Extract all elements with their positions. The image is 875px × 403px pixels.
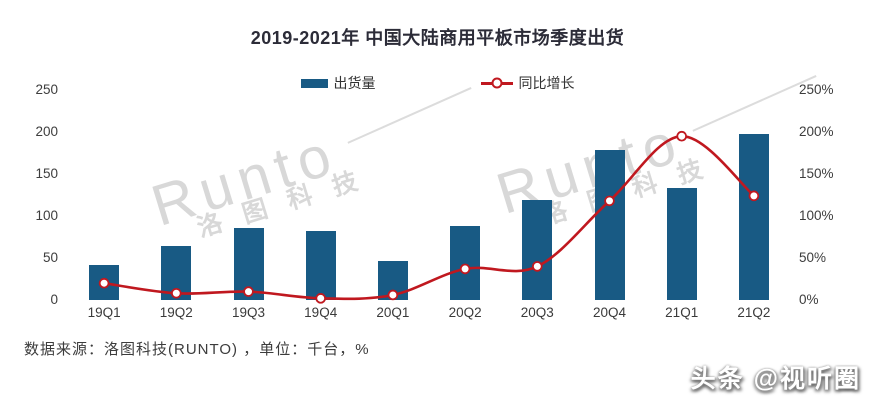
legend-item-shipments: 出货量 [300, 73, 376, 93]
bar-swatch-icon [300, 78, 328, 88]
bar-21Q2 [738, 133, 769, 300]
growth-marker-20Q3 [531, 261, 543, 272]
x-label-20Q2: 20Q2 [448, 305, 482, 320]
right-axis: 250% 200% 150% 100% 50% 0% [799, 82, 851, 307]
right-axis-tick-0%: 0% [799, 292, 819, 307]
line-marker-icon [491, 77, 502, 89]
right-axis-tick-100%: 100% [799, 208, 834, 223]
left-axis-tick-200: 200 [35, 124, 58, 139]
x-label-19Q2: 19Q2 [159, 305, 193, 320]
data-source-note: 数据来源：洛图科技(RUNTO) ，单位：千台，% [24, 341, 370, 358]
growth-line-chart [98, 130, 760, 304]
plot-area [68, 90, 790, 304]
growth-marker-19Q4 [315, 293, 327, 304]
growth-marker-19Q2 [171, 287, 182, 299]
left-axis-tick-0: 0 [50, 292, 58, 307]
toutiao-watermark: 头条 @视听圈 [690, 365, 861, 393]
line-swatch-icon [480, 77, 513, 89]
left-axis: 250 200 150 100 50 0 [14, 82, 58, 307]
growth-marker-20Q1 [387, 289, 399, 301]
x-label-19Q3: 19Q3 [231, 305, 265, 320]
legend-shipments-label: 出货量 [333, 75, 376, 91]
x-label-20Q1: 20Q1 [376, 305, 410, 320]
legend-growth-label: 同比增长 [518, 75, 575, 91]
chart-title: 2019-2021年 中国大陆商用平板市场季度出货 [250, 28, 625, 48]
x-label-20Q4: 20Q4 [592, 305, 626, 320]
x-label-21Q2: 21Q2 [737, 305, 771, 320]
bar-21Q1 [666, 188, 697, 300]
x-label-21Q1: 21Q1 [665, 305, 699, 320]
bar-20Q3 [522, 200, 553, 300]
legend-item-growth: 同比增长 [480, 73, 575, 93]
growth-marker-21Q1 [676, 130, 687, 142]
x-label-19Q1: 19Q1 [87, 305, 121, 320]
left-axis-tick-50: 50 [42, 250, 58, 265]
growth-marker-20Q2 [459, 263, 471, 275]
right-axis-tick-250%: 250% [799, 82, 834, 97]
x-axis-labels: 19Q1 19Q2 19Q3 19Q4 20Q1 20Q2 20Q3 20Q4 21Q1 21Q2 [68, 305, 790, 323]
growth-line-path [103, 134, 755, 301]
right-axis-tick-50%: 50% [799, 250, 827, 265]
growth-marker-21Q2 [748, 190, 760, 202]
left-axis-tick-150: 150 [35, 166, 58, 181]
right-axis-tick-200%: 200% [799, 124, 834, 139]
x-label-20Q3: 20Q3 [520, 305, 554, 320]
bar-20Q2 [450, 226, 481, 300]
growth-marker-20Q4 [604, 195, 615, 207]
x-label-19Q4: 19Q4 [304, 305, 338, 320]
left-axis-tick-100: 100 [35, 208, 58, 223]
right-axis-tick-150%: 150% [799, 166, 834, 181]
legend: 出货量 同比增长 [0, 73, 875, 93]
growth-marker-19Q3 [243, 286, 254, 297]
left-axis-tick-250: 250 [35, 82, 58, 97]
bar-20Q4 [594, 150, 625, 300]
bar-19Q4 [305, 231, 336, 300]
growth-marker-19Q1 [98, 277, 110, 289]
